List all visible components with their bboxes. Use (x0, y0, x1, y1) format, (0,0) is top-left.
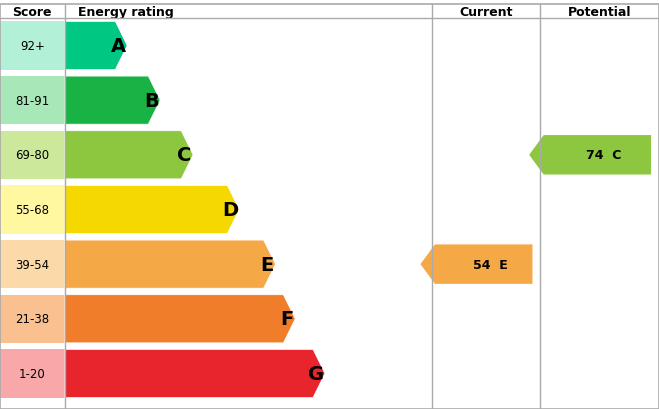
Text: Energy rating: Energy rating (78, 6, 173, 19)
Text: 21-38: 21-38 (15, 312, 49, 326)
Text: B: B (144, 91, 159, 110)
Text: E: E (260, 255, 273, 274)
Text: 92+: 92+ (20, 40, 45, 53)
Text: C: C (177, 146, 192, 165)
Text: 74  C: 74 C (587, 149, 621, 162)
Text: 81-91: 81-91 (15, 94, 49, 108)
Text: 55-68: 55-68 (15, 203, 49, 216)
Bar (0, 295, 65, 343)
Bar (0, 22, 65, 70)
Bar (0, 186, 65, 234)
Text: F: F (280, 310, 293, 328)
Text: 39-54: 39-54 (15, 258, 49, 271)
Polygon shape (65, 131, 193, 180)
Text: G: G (308, 364, 324, 383)
Polygon shape (65, 295, 295, 343)
Bar (0, 350, 65, 398)
Polygon shape (65, 186, 239, 234)
Polygon shape (65, 350, 325, 398)
Bar (0, 131, 65, 180)
Text: Potential: Potential (568, 6, 631, 19)
Text: 1-20: 1-20 (19, 367, 45, 380)
Text: 54  E: 54 E (473, 258, 507, 271)
Text: 69-80: 69-80 (15, 149, 49, 162)
Text: Current: Current (459, 6, 513, 19)
Bar (0, 77, 65, 125)
Text: A: A (111, 37, 126, 56)
Bar (0, 240, 65, 288)
Text: Score: Score (13, 6, 52, 19)
Polygon shape (529, 136, 651, 175)
Polygon shape (65, 240, 275, 288)
Text: D: D (223, 200, 239, 220)
Polygon shape (420, 245, 532, 284)
Polygon shape (65, 22, 127, 70)
Polygon shape (65, 77, 160, 125)
